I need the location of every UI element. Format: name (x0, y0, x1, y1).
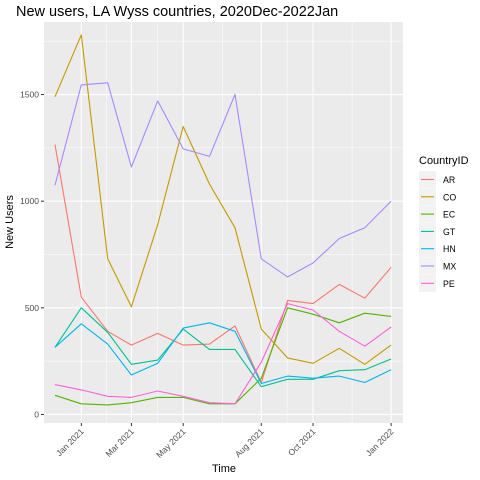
series-line-mx (54, 82, 392, 278)
chart-title: New users, LA Wyss countries, 2020Dec-20… (16, 4, 338, 20)
x-tick-label: May 2021 (154, 426, 188, 460)
y-tick-label: 1000 (20, 196, 39, 206)
legend-title: CountryID (419, 155, 469, 167)
x-tick-label: Jan 2022 (364, 426, 396, 458)
minor-gridlines (44, 22, 403, 423)
y-tick-label: 1500 (20, 90, 39, 100)
x-axis: Jan 2021 Mar 2021 May 2021 Aug 2021 Oct 2021… (54, 423, 396, 460)
legend: CountryID AR CO EC GT HN MX PE (419, 155, 469, 292)
legend-label-co: CO (443, 192, 456, 202)
y-tick-label: 500 (25, 303, 39, 313)
series-line-gt (54, 307, 392, 388)
plot-panel (44, 22, 403, 423)
legend-label-gt: GT (443, 227, 456, 237)
legend-label-ec: EC (443, 210, 456, 220)
x-tick-label: Jan 2021 (54, 426, 86, 458)
series-line-pe (54, 303, 392, 405)
legend-label-pe: PE (443, 279, 455, 289)
series-line-ar (54, 144, 392, 384)
x-tick-label: Mar 2021 (103, 426, 136, 459)
y-axis-title: New Users (4, 195, 16, 249)
x-tick-label: Oct 2021 (286, 426, 318, 458)
y-axis: 0 500 1000 1500 (20, 90, 44, 419)
series-lines (54, 34, 392, 406)
legend-label-ar: AR (443, 175, 455, 185)
y-tick-label: 0 (34, 409, 39, 419)
x-tick-label: Aug 2021 (233, 426, 266, 459)
major-gridlines (44, 22, 403, 423)
legend-label-hn: HN (443, 244, 456, 254)
series-line-co (54, 34, 392, 365)
series-line-hn (54, 322, 392, 385)
x-axis-title: Time (212, 463, 236, 475)
legend-label-mx: MX (443, 262, 456, 272)
